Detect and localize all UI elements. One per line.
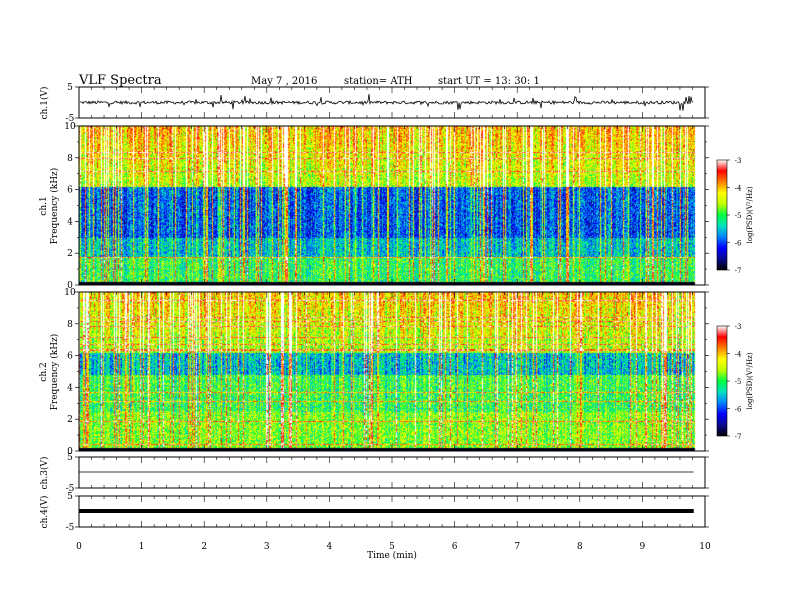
- x-tick-label: 8: [577, 542, 583, 552]
- x-tick-label: 0: [76, 542, 82, 552]
- ch1-spectrogram-channel-label: ch.1: [39, 196, 49, 215]
- colorbar-tick-label: -4: [735, 185, 742, 193]
- colorbar-tick-label: -7: [735, 433, 742, 441]
- ch3-waveform-ylabel: ch.3(V): [39, 457, 50, 490]
- x-tick-label: 4: [327, 542, 333, 552]
- x-tick-label: 6: [452, 542, 458, 552]
- y-tick-label: 2: [67, 415, 73, 425]
- y-tick-label: -5: [66, 484, 75, 494]
- colorbar-label: log(PSD)(V²/Hz): [746, 352, 754, 409]
- y-tick-label: 4: [67, 217, 73, 227]
- plot-title: VLF Spectra: [79, 73, 162, 88]
- y-tick-label: 6: [67, 186, 73, 196]
- y-tick-label: 6: [67, 352, 73, 362]
- start-ut-label: start UT = 13: 30: 1: [438, 76, 540, 87]
- ch1-colorbar: [716, 159, 728, 271]
- date-label: May 7 , 2016: [251, 76, 318, 87]
- ch4-waveform-ylabel: ch.4(V): [39, 496, 50, 529]
- ch2-spectrogram-panel: [78, 291, 706, 452]
- ch1-spectrogram-ylabel: Frequency (kHz): [49, 168, 60, 245]
- y-tick-label: 10: [64, 122, 76, 132]
- y-tick-label: 2: [67, 249, 73, 259]
- ch2-spectrogram-channel-label: ch.2: [39, 362, 49, 381]
- axis-ticks: [75, 86, 730, 528]
- y-tick-label: 4: [67, 383, 73, 393]
- y-tick-label: 0: [67, 281, 73, 291]
- y-tick-label: 8: [67, 320, 73, 330]
- y-tick-label: 5: [67, 453, 73, 463]
- y-tick-label: 0: [67, 447, 73, 457]
- ch2-colorbar-gradient: [716, 325, 728, 437]
- x-axis-label: Time (min): [367, 550, 417, 561]
- ch1-spectrogram-panel: [78, 125, 706, 286]
- ch2-spectrogram-heatmap: [79, 292, 705, 451]
- x-tick-label: 7: [514, 542, 520, 552]
- colorbar-tick-label: -4: [735, 351, 742, 359]
- y-tick-label: 5: [67, 492, 73, 502]
- x-tick-label: 9: [640, 542, 646, 552]
- x-tick-label: 1: [139, 542, 145, 552]
- x-tick-label: 3: [264, 542, 270, 552]
- colorbar-tick-label: -3: [735, 323, 742, 331]
- ch1-colorbar-gradient: [716, 159, 728, 271]
- x-tick-label: 5: [389, 542, 395, 552]
- colorbar-label: log(PSD)(V²/Hz): [746, 186, 754, 243]
- colorbar-tick-label: -6: [735, 406, 742, 414]
- ch2-colorbar: [716, 325, 728, 437]
- y-tick-label: 8: [67, 154, 73, 164]
- colorbar-tick-label: -3: [735, 157, 742, 165]
- y-tick-label: 10: [64, 288, 76, 298]
- colorbar-tick-label: -5: [735, 378, 742, 386]
- ch2-spectrogram-ylabel: Frequency (kHz): [49, 334, 60, 411]
- colorbar-tick-label: -5: [735, 212, 742, 220]
- ch1-waveform-ylabel: ch.1(V): [39, 87, 50, 120]
- x-tick-label: 10: [699, 542, 711, 552]
- colorbar-tick-label: -7: [735, 267, 742, 275]
- y-tick-label: -5: [66, 523, 75, 533]
- y-tick-label: 5: [67, 83, 73, 93]
- colorbar-tick-label: -6: [735, 240, 742, 248]
- y-tick-label: -5: [66, 114, 75, 124]
- ch1-waveform-line: [79, 94, 694, 111]
- station-label: station= ATH: [344, 76, 413, 87]
- ch1-spectrogram-heatmap: [79, 126, 705, 285]
- x-tick-label: 2: [201, 542, 207, 552]
